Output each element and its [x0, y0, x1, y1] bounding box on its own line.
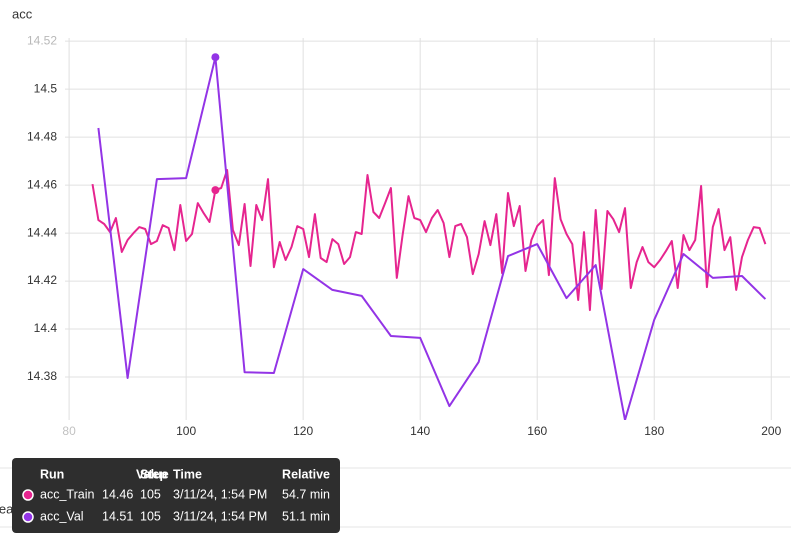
x-tick-label: 120: [293, 424, 313, 438]
y-tick-label: 14.42: [27, 273, 57, 287]
tooltip-cell: 3/11/24, 1:54 PM: [173, 509, 267, 523]
tooltip-cell: 14.46: [102, 487, 133, 501]
tooltip-cell: 105: [140, 487, 161, 501]
tooltip-cell: 14.51: [102, 509, 133, 523]
y-tick-label: 14.38: [27, 369, 57, 383]
tooltip-cell: 3/11/24, 1:54 PM: [173, 487, 267, 501]
x-tick-label: 140: [410, 424, 430, 438]
tooltip-cell: acc_Train: [40, 487, 94, 501]
tooltip-cell: 54.7 min: [282, 487, 330, 501]
legend-dot: [22, 511, 34, 523]
y-tick-label: 14.46: [27, 177, 57, 191]
y-tick-label: 14.5: [34, 81, 58, 95]
x-tick-label: 180: [644, 424, 664, 438]
x-tick-label: 200: [761, 424, 781, 438]
y-tick-label: 14.48: [27, 129, 57, 143]
series-line: [97, 56, 767, 420]
y-tick-label: 14.4: [34, 321, 58, 335]
tooltip-header: Run: [40, 467, 64, 481]
x-tick-label: 160: [527, 424, 547, 438]
chart-title: acc: [12, 6, 33, 21]
y-tick-label: 14.52: [27, 33, 57, 47]
tooltip-header: Relative: [282, 467, 330, 481]
series-line: [91, 169, 767, 312]
tooltip-header: Time: [173, 467, 202, 481]
tooltip-cell: acc_Val: [40, 509, 84, 523]
y-tick-label: 14.44: [27, 225, 57, 239]
legend-dot: [22, 489, 34, 501]
tooltip-cell: 51.1 min: [282, 509, 330, 523]
x-tick-label: 100: [176, 424, 196, 438]
tooltip-bg: [12, 458, 340, 533]
tooltip-header: Value: [136, 467, 169, 481]
hover-point: [211, 186, 220, 195]
tooltip-cell: 105: [140, 509, 161, 523]
x-tick-label: 80: [62, 424, 76, 438]
hover-point: [211, 53, 220, 62]
tooltip-header: Step: [140, 467, 167, 481]
